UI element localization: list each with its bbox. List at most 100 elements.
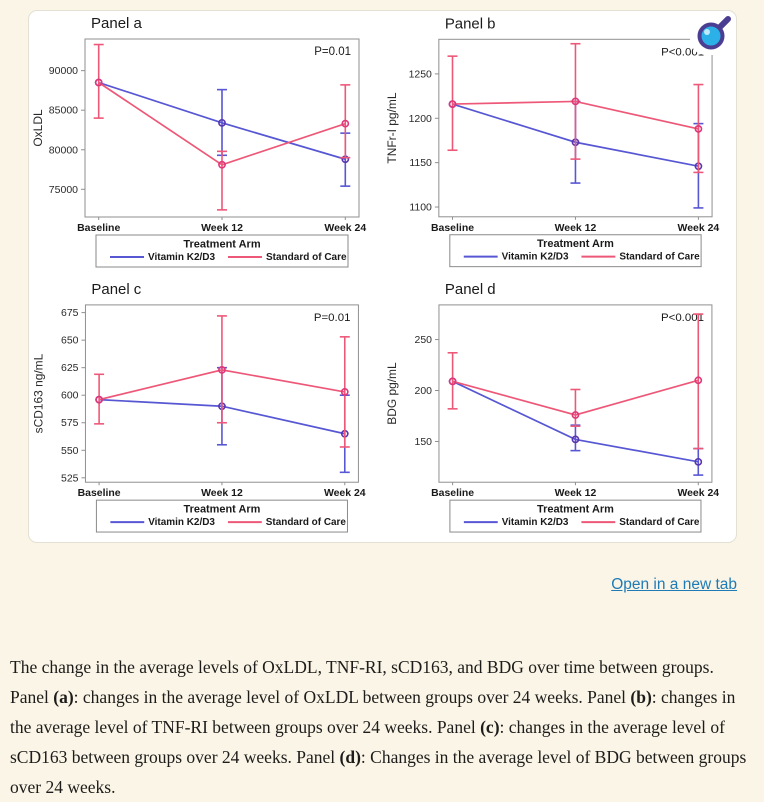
y-tick-label: 75000: [49, 184, 78, 196]
caption-panel-letter: (a): [53, 686, 74, 707]
y-tick-label: 150: [415, 437, 433, 448]
data-point-marker: [694, 376, 703, 385]
x-tick-label: Week 24: [324, 488, 366, 499]
data-point-marker: [94, 78, 103, 87]
data-point-marker: [95, 395, 103, 404]
caption-text: : changes in the average level of sCD163…: [10, 716, 725, 767]
y-axis-label: OxLDL: [31, 109, 45, 147]
x-tick-label: Baseline: [431, 223, 474, 234]
legend-title: Treatment Arm: [184, 504, 261, 516]
legend-title: Treatment Arm: [537, 504, 614, 516]
legend-box: [95, 234, 349, 268]
legend-box: [449, 234, 702, 268]
legend-label: Standard of Care: [619, 252, 700, 263]
series-standard-of-care: [447, 313, 704, 450]
p-value-label: P=0.01: [314, 312, 351, 324]
y-tick-label: 90000: [49, 65, 78, 77]
y-axis-label: TNFr-I pg/mL: [385, 92, 399, 163]
series-line: [452, 100, 699, 130]
legend-box: [449, 499, 702, 533]
y-tick-label: 1200: [409, 114, 432, 125]
legend-label: Standard of Care: [619, 517, 700, 528]
panel-title: Panel c: [91, 281, 141, 298]
p-value-label: P=0.01: [314, 46, 351, 58]
series-standard-of-care: [93, 43, 351, 211]
panel-title: Panel b: [445, 15, 496, 32]
legend-label: Vitamin K2/D3: [148, 517, 215, 528]
caption-panel-letter: (d): [339, 746, 361, 767]
legend-label: Vitamin K2/D3: [502, 517, 569, 528]
series-standard-of-care: [94, 315, 350, 448]
data-point-marker: [218, 365, 226, 374]
magnifier-zoom-icon: [697, 16, 731, 50]
y-tick-label: 80000: [49, 144, 78, 156]
data-point-marker: [218, 160, 226, 169]
data-point-marker: [448, 100, 457, 108]
data-point-marker: [340, 388, 349, 396]
x-tick-label: Week 12: [555, 223, 597, 234]
series-line: [452, 379, 699, 416]
series-line: [452, 380, 699, 463]
panel-b-chart: Panel b P<0.001 1100 1150 1200 1250 TNFr-I pg/…: [385, 15, 720, 268]
y-axis-label: sCD163 ng/mL: [32, 353, 46, 433]
legend-box: [95, 499, 348, 533]
panel-a-chart: Panel a P=0.01 75000 80000 85000 90000 OxLDL Ba…: [31, 15, 366, 268]
legend-label: Vitamin K2/D3: [148, 252, 215, 263]
y-tick-label: 1250: [409, 69, 432, 80]
open-new-tab-link[interactable]: Open in a new tab: [611, 576, 737, 593]
panel-c-chart: Panel c P=0.01 525 550 575 600 625 650 675 sCD163…: [32, 281, 366, 533]
x-tick-label: Baseline: [78, 488, 121, 499]
magnifier-badge[interactable]: [690, 11, 736, 55]
y-tick-label: 200: [415, 386, 433, 397]
panel-c: Panel c P=0.01 525 550 575 600 625 650 675 sCD163…: [29, 277, 383, 542]
x-tick-label: Week 12: [201, 488, 243, 499]
panel-title: Panel a: [91, 15, 143, 32]
legend-label: Standard of Care: [266, 517, 347, 528]
panel-b: Panel b P<0.001 1100 1150 1200 1250 TNFr-I pg/…: [383, 11, 736, 277]
series-standard-of-care: [447, 42, 704, 174]
legend-label: Standard of Care: [266, 252, 347, 263]
series-line: [98, 369, 345, 401]
p-value-label: P<0.001: [661, 46, 704, 58]
link-row: Open in a new tab: [0, 576, 737, 594]
x-tick-label: Week 12: [201, 222, 243, 234]
panel-d: Panel d P<0.001 150 200 250 BDG pg/mL Baseline…: [383, 277, 736, 542]
panel-d-chart: Panel d P<0.001 150 200 250 BDG pg/mL Baseline…: [385, 281, 719, 533]
series-line: [98, 81, 346, 166]
y-tick-label: 1100: [409, 203, 432, 214]
y-tick-label: 250: [415, 335, 433, 346]
x-tick-label: Week 12: [555, 488, 597, 499]
x-tick-label: Baseline: [77, 222, 120, 234]
figure-caption: The change in the average levels of OxLD…: [10, 652, 756, 802]
y-tick-label: 85000: [49, 105, 78, 117]
y-tick-label: 550: [61, 446, 79, 457]
data-point-marker: [341, 119, 350, 128]
data-point-marker: [218, 118, 226, 127]
legend-title: Treatment Arm: [183, 239, 260, 251]
caption-panel-letter: (c): [480, 716, 500, 737]
series-line: [98, 81, 346, 161]
panels-grid: Panel a P=0.01 75000 80000 85000 90000 OxLDL Ba…: [29, 11, 736, 542]
legend-label: Vitamin K2/D3: [502, 252, 569, 263]
data-point-marker: [571, 411, 580, 419]
x-tick-label: Week 24: [324, 222, 366, 234]
y-tick-label: 625: [61, 363, 79, 374]
y-axis-label: BDG pg/mL: [385, 362, 399, 425]
x-tick-label: Week 24: [677, 488, 719, 499]
y-tick-label: 1150: [409, 158, 432, 169]
data-point-marker: [694, 457, 703, 466]
figure-card: Panel a P=0.01 75000 80000 85000 90000 OxLDL Ba…: [28, 10, 737, 543]
caption-text: : changes in the average level of TNF-RI…: [10, 686, 736, 737]
data-point-marker: [571, 97, 580, 106]
y-tick-label: 650: [61, 336, 79, 347]
x-tick-label: Week 24: [678, 223, 720, 234]
y-tick-label: 600: [61, 391, 79, 402]
data-point-marker: [571, 435, 580, 444]
caption-text: The change in the average levels of OxLD…: [10, 656, 714, 707]
panel-a: Panel a P=0.01 75000 80000 85000 90000 OxLDL Ba…: [29, 11, 383, 277]
data-point-marker: [694, 125, 703, 133]
x-tick-label: Baseline: [431, 488, 474, 499]
caption-text: : changes in the average level of OxLDL …: [73, 686, 631, 707]
legend-title: Treatment Arm: [537, 238, 614, 250]
panel-title: Panel d: [445, 281, 496, 298]
